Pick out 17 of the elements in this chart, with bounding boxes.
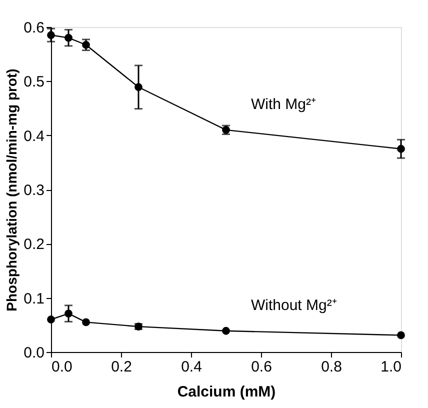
y-tick-label: 0.0 — [24, 344, 44, 362]
x-axis-title: Calcium (mM) — [177, 384, 276, 400]
x-tick-label: 0.6 — [251, 358, 272, 376]
y-tick-label: 0.4 — [24, 128, 44, 145]
y-tick-label: 0.6 — [24, 20, 44, 36]
series-label: Without Mg²⁺ — [251, 296, 337, 314]
x-tick-label: 0.0 — [52, 358, 72, 376]
x-tick-label: 0.2 — [111, 358, 132, 376]
y-tick-label: 0.1 — [24, 290, 44, 308]
y-tick-label: 0.2 — [24, 236, 44, 254]
x-tick-label: 0.8 — [321, 358, 342, 376]
y-tick-label: 0.5 — [24, 74, 44, 91]
y-axis-title: Phosphorylation (nmol/min-mg prot) — [4, 68, 20, 312]
x-tick-label: 1.0 — [380, 358, 402, 376]
series-label: With Mg²⁺ — [251, 96, 316, 113]
y-tick-label: 0.3 — [24, 182, 44, 199]
x-tick-label: 0.4 — [181, 358, 202, 376]
